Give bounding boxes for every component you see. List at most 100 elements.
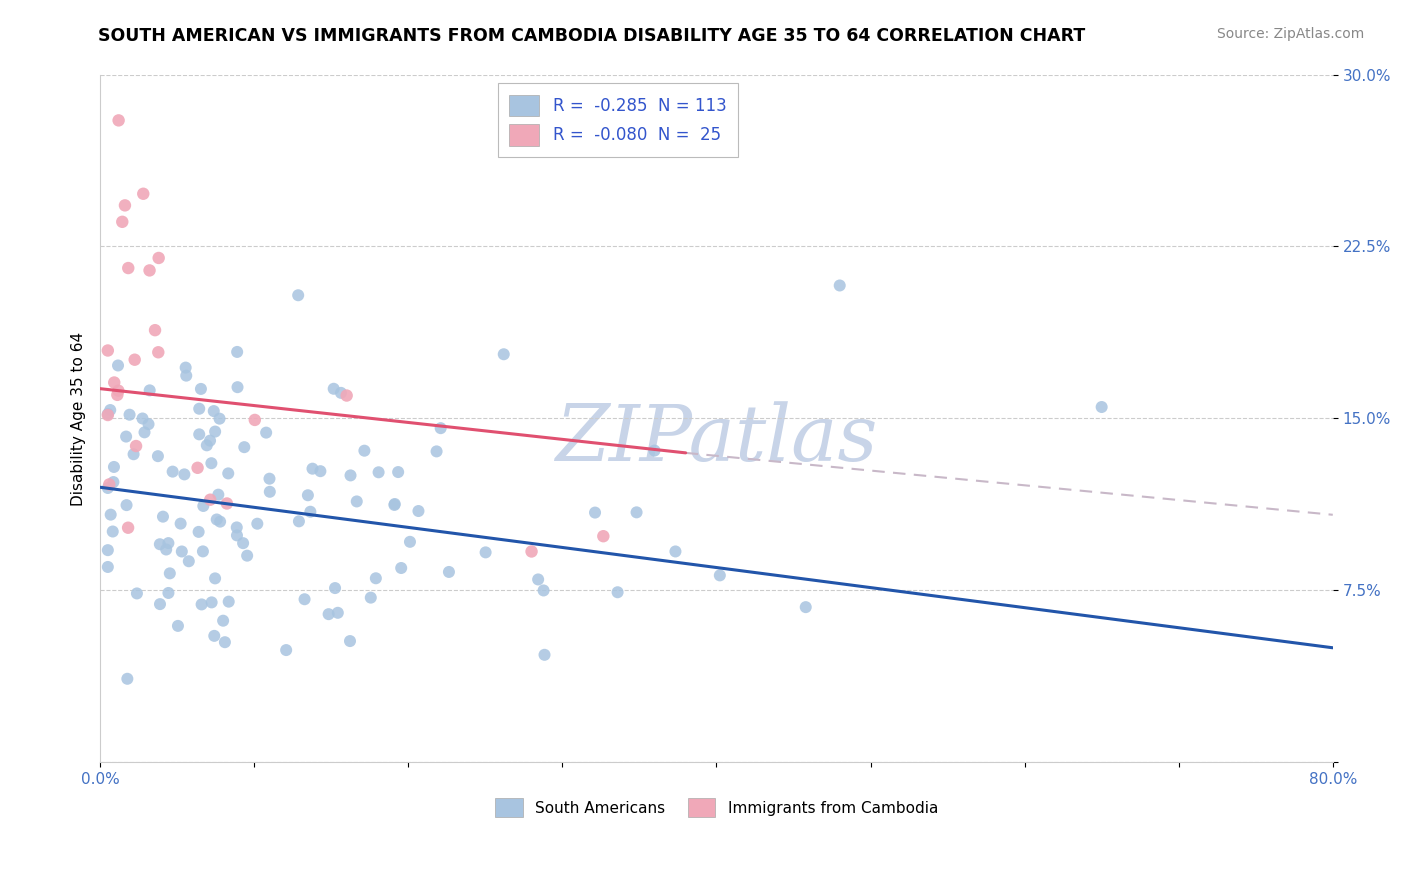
Point xyxy=(367,465,389,479)
Point xyxy=(149,537,172,551)
Point xyxy=(592,529,614,543)
Point xyxy=(97,408,120,422)
Point xyxy=(146,449,169,463)
Point xyxy=(384,498,406,512)
Point xyxy=(98,477,121,491)
Point xyxy=(202,404,225,418)
Point xyxy=(288,514,311,528)
Point xyxy=(100,508,122,522)
Point xyxy=(339,468,361,483)
Point xyxy=(389,561,412,575)
Point xyxy=(103,475,125,489)
Point xyxy=(111,215,134,229)
Point xyxy=(226,528,249,542)
Point xyxy=(527,573,550,587)
Point xyxy=(117,672,139,686)
Point xyxy=(152,509,174,524)
Point xyxy=(346,494,368,508)
Point xyxy=(107,359,129,373)
Text: Source: ZipAtlas.com: Source: ZipAtlas.com xyxy=(1216,27,1364,41)
Point xyxy=(520,544,543,558)
Point xyxy=(117,521,139,535)
Point xyxy=(148,345,170,359)
Point xyxy=(322,382,344,396)
Point xyxy=(474,545,496,559)
Point xyxy=(98,403,121,417)
Point xyxy=(1091,400,1114,414)
Point xyxy=(190,382,212,396)
Point xyxy=(101,524,124,539)
Point xyxy=(297,488,319,502)
Point xyxy=(195,438,218,452)
Point xyxy=(167,619,190,633)
Point xyxy=(157,586,180,600)
Point xyxy=(205,512,228,526)
Point xyxy=(214,635,236,649)
Point xyxy=(233,440,256,454)
Point xyxy=(360,591,382,605)
Point xyxy=(387,465,409,479)
Point xyxy=(138,417,160,432)
Point xyxy=(138,384,160,398)
Point xyxy=(246,516,269,531)
Point xyxy=(226,345,249,359)
Point xyxy=(384,497,406,511)
Point xyxy=(287,288,309,302)
Text: ZIPatlas: ZIPatlas xyxy=(555,401,877,477)
Point xyxy=(533,583,555,598)
Point xyxy=(336,388,359,402)
Point xyxy=(215,496,238,510)
Point xyxy=(188,401,211,416)
Point xyxy=(118,408,141,422)
Point xyxy=(330,385,353,400)
Point xyxy=(709,568,731,582)
Point xyxy=(426,444,449,458)
Point xyxy=(299,505,322,519)
Point xyxy=(217,467,239,481)
Point xyxy=(309,464,332,478)
Point xyxy=(97,481,120,495)
Point xyxy=(134,425,156,440)
Point xyxy=(408,504,430,518)
Point xyxy=(583,506,606,520)
Point xyxy=(187,460,209,475)
Point xyxy=(399,534,422,549)
Point xyxy=(364,571,387,585)
Point xyxy=(202,629,225,643)
Point xyxy=(131,411,153,425)
Point xyxy=(97,543,120,558)
Point xyxy=(606,585,628,599)
Point xyxy=(207,488,229,502)
Point xyxy=(437,565,460,579)
Y-axis label: Disability Age 35 to 64: Disability Age 35 to 64 xyxy=(72,332,86,506)
Point xyxy=(294,592,316,607)
Point xyxy=(318,607,340,622)
Point xyxy=(97,560,120,574)
Point xyxy=(138,263,160,277)
Point xyxy=(204,571,226,585)
Point xyxy=(132,186,155,201)
Point xyxy=(169,516,191,531)
Point xyxy=(143,323,166,337)
Point xyxy=(170,544,193,558)
Point xyxy=(225,520,247,534)
Point xyxy=(212,614,235,628)
Point xyxy=(122,447,145,461)
Point xyxy=(115,429,138,443)
Point xyxy=(188,427,211,442)
Point xyxy=(177,554,200,568)
Point xyxy=(243,413,266,427)
Point xyxy=(429,421,451,435)
Point xyxy=(254,425,277,440)
Point xyxy=(124,352,146,367)
Point xyxy=(115,498,138,512)
Point xyxy=(125,439,148,453)
Point xyxy=(159,566,181,581)
Point xyxy=(226,380,249,394)
Point xyxy=(97,407,120,421)
Point xyxy=(236,549,259,563)
Point xyxy=(157,536,180,550)
Point xyxy=(198,434,221,448)
Legend: South Americans, Immigrants from Cambodia: South Americans, Immigrants from Cambodi… xyxy=(489,792,943,823)
Point xyxy=(201,595,224,609)
